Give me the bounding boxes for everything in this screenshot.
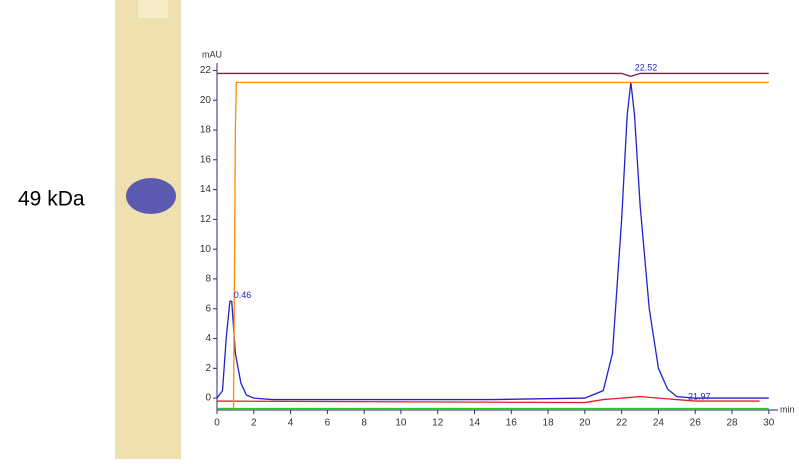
y-tick-label: 14 xyxy=(200,184,212,195)
y-tick-label: 16 xyxy=(200,154,212,165)
y-tick-label: 2 xyxy=(205,363,211,374)
y-tick-label: 6 xyxy=(205,303,211,314)
x-tick-label: 24 xyxy=(653,418,665,429)
peak-label: 22.52 xyxy=(635,62,658,72)
y-tick-label: 8 xyxy=(205,274,211,285)
series-line xyxy=(217,81,769,410)
x-tick-label: 22 xyxy=(616,418,628,429)
x-tick-label: 14 xyxy=(469,418,481,429)
x-tick-label: 4 xyxy=(288,418,294,429)
x-tick-label: 20 xyxy=(579,418,591,429)
x-tick-label: 6 xyxy=(325,418,331,429)
x-tick-label: 2 xyxy=(251,418,257,429)
gel-well xyxy=(138,0,168,18)
band-label: 49 kDa xyxy=(18,188,85,211)
x-tick-label: 18 xyxy=(543,418,555,429)
x-axis-label: min xyxy=(780,404,795,414)
x-tick-label: 12 xyxy=(432,418,444,429)
x-tick-label: 28 xyxy=(726,418,738,429)
y-tick-label: 20 xyxy=(200,95,212,106)
y-tick-label: 18 xyxy=(200,125,212,136)
series-line xyxy=(216,82,769,401)
y-tick-label: 10 xyxy=(200,244,212,255)
x-tick-label: 10 xyxy=(395,418,407,429)
y-tick-label: 0 xyxy=(205,393,211,404)
peak-label: 21.97 xyxy=(688,391,711,401)
y-tick-label: 22 xyxy=(200,65,212,76)
x-tick-label: 16 xyxy=(506,418,518,429)
y-axis-label: mAU xyxy=(202,49,222,59)
x-tick-label: 26 xyxy=(690,418,702,429)
x-tick-label: 8 xyxy=(361,418,367,429)
gel-band xyxy=(126,178,176,214)
y-tick-label: 4 xyxy=(205,333,211,344)
gel-lane xyxy=(115,0,181,459)
x-tick-label: 0 xyxy=(214,418,220,429)
series-line xyxy=(217,72,769,78)
series-line xyxy=(216,395,760,404)
peak-label: 0.46 xyxy=(234,290,252,300)
x-tick-label: 30 xyxy=(763,418,775,429)
y-tick-label: 12 xyxy=(200,214,212,225)
